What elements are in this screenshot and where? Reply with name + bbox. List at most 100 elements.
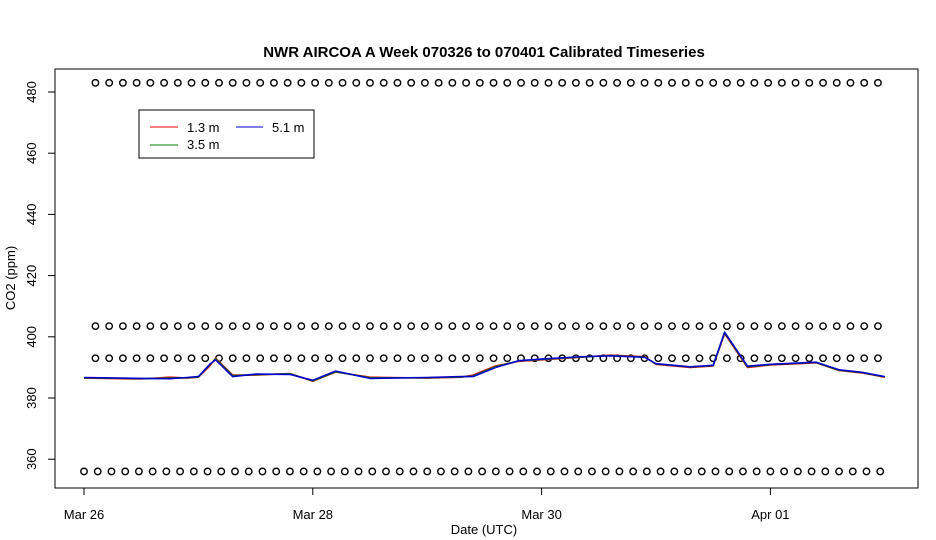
reference-marker [105, 354, 114, 363]
reference-marker [723, 78, 731, 87]
reference-marker [173, 354, 182, 363]
reference-marker [132, 322, 141, 330]
reference-marker [352, 354, 361, 363]
reference-marker [846, 322, 855, 330]
reference-marker [681, 322, 690, 330]
reference-marker [393, 78, 402, 87]
reference-marker [489, 354, 498, 363]
reference-marker [848, 467, 857, 476]
reference-marker [777, 78, 786, 87]
reference-marker [421, 322, 429, 330]
reference-marker [750, 354, 759, 363]
reference-marker [739, 467, 747, 476]
series-lines [83, 331, 885, 383]
reference-marker [379, 78, 388, 87]
reference-marker [354, 467, 363, 476]
reference-marker [352, 322, 361, 330]
reference-marker [670, 467, 679, 476]
reference-marker [286, 467, 294, 476]
reference-marker [283, 78, 292, 87]
reference-marker [475, 322, 484, 330]
reference-marker [187, 354, 196, 363]
reference-marker [327, 467, 336, 476]
reference-marker [491, 467, 500, 476]
reference-marker [503, 322, 512, 330]
reference-marker [352, 78, 361, 87]
reference-marker [599, 78, 608, 87]
reference-marker [572, 78, 580, 87]
reference-marker [256, 322, 265, 330]
reference-marker [805, 322, 814, 330]
y-axis: 360 380 400 420 440 460 480 [24, 81, 56, 470]
reference-marker [654, 354, 663, 363]
reference-marker [832, 78, 841, 87]
reference-marker [448, 78, 457, 87]
reference-marker [464, 467, 473, 476]
reference-marker [162, 467, 171, 476]
reference-marker [668, 354, 676, 363]
x-tick-label: Mar 26 [64, 507, 104, 522]
reference-marker [173, 78, 182, 87]
reference-marker [434, 322, 443, 330]
reference-marker [215, 78, 223, 87]
reference-marker [187, 78, 196, 87]
reference-marker [791, 78, 800, 87]
reference-marker [654, 322, 663, 330]
reference-marker [640, 78, 649, 87]
reference-marker [395, 467, 404, 476]
reference-marker [105, 78, 114, 87]
reference-marker [132, 78, 141, 87]
reference-marker [148, 467, 157, 476]
reference-marker [805, 354, 814, 363]
reference-marker [146, 322, 155, 330]
reference-marker [91, 78, 100, 87]
reference-marker [434, 78, 443, 87]
reference-marker [297, 78, 306, 87]
x-tick-label: Mar 28 [293, 507, 333, 522]
reference-marker [819, 322, 827, 330]
reference-marker [876, 467, 885, 476]
reference-marker [723, 322, 731, 330]
reference-marker [338, 78, 347, 87]
reference-marker [283, 322, 292, 330]
y-tick-label: 400 [24, 326, 39, 348]
series-line-5-1-m [83, 331, 885, 382]
x-tick-label: Apr 01 [751, 507, 789, 522]
reference-marker [585, 354, 594, 363]
reference-marker [736, 78, 745, 87]
reference-marker [201, 78, 210, 87]
reference-marker [835, 467, 843, 476]
reference-marker [613, 322, 622, 330]
reference-marker [615, 467, 624, 476]
reference-marker [91, 354, 100, 363]
reference-marker [519, 467, 528, 476]
y-tick-label: 460 [24, 142, 39, 164]
reference-marker [203, 467, 212, 476]
reference-marker [725, 467, 734, 476]
chart-title: NWR AIRCOA A Week 070326 to 070401 Calib… [263, 44, 705, 61]
reference-marker [462, 78, 470, 87]
reference-marker [588, 467, 596, 476]
reference-marker [187, 322, 196, 330]
reference-marker [93, 467, 102, 476]
reference-marker [832, 354, 841, 363]
reference-marker [711, 467, 720, 476]
reference-marker [366, 78, 374, 87]
reference-marker [764, 78, 773, 87]
reference-marker [544, 322, 553, 330]
reference-marker [505, 467, 514, 476]
reference-marker [228, 354, 237, 363]
reference-marker [874, 322, 882, 330]
reference-marker [228, 322, 237, 330]
reference-marker [723, 354, 731, 363]
reference-marker [409, 467, 418, 476]
reference-marker [256, 78, 265, 87]
reference-marker [558, 78, 567, 87]
reference-marker [503, 78, 512, 87]
reference-marker [791, 322, 800, 330]
reference-marker [750, 78, 759, 87]
y-tick-label: 380 [24, 387, 39, 409]
reference-marker [626, 322, 635, 330]
reference-marker [368, 467, 377, 476]
